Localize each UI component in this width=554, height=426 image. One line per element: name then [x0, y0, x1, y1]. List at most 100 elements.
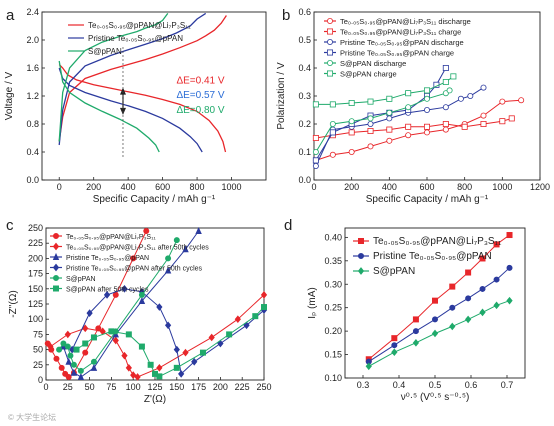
series-line-green-charge: [315, 75, 454, 105]
legend-entry: Pristine Te₀.₀₅S₀.₉₅@pPAN charge: [340, 49, 454, 58]
data-point-green-50: [226, 331, 233, 338]
data-point-red-discharge: [405, 132, 412, 139]
data-point-red-charge: [367, 127, 374, 134]
data-point-red-50: [112, 336, 119, 345]
y-tick-label: 0.35: [324, 256, 342, 266]
data-point-red-50: [260, 291, 268, 299]
data-point-blue-fresh: [90, 363, 98, 371]
data-point-red-discharge: [329, 151, 336, 158]
x-tick-label: 125: [147, 382, 162, 392]
data-point-green: [431, 329, 439, 338]
data-point-green-50: [260, 304, 267, 311]
data-point-green-fresh: [77, 367, 84, 374]
legend-marker: [53, 274, 60, 281]
legend-entry: Pristine Te₀.₀₅S₀.₉₅@pPAN discharge: [340, 38, 464, 47]
data-point-red-fresh: [143, 228, 150, 235]
y-tick-label: 0.4: [298, 63, 311, 73]
data-point-red-discharge: [499, 98, 506, 105]
data-point-green-discharge: [446, 87, 453, 94]
chart-d: 0.3 0.4 0.5 0.6 0.7 0.10 0.15 0.20 0.25 0.30 0.35 0…: [307, 227, 526, 403]
data-point-green: [493, 301, 500, 310]
data-point-blue-50: [86, 309, 93, 317]
data-point-red-charge: [423, 123, 430, 130]
data-point-red-discharge: [442, 126, 449, 133]
x-tick-label: 200: [213, 382, 228, 392]
data-point-red-50: [82, 324, 89, 333]
data-point-blue-fresh: [164, 266, 172, 274]
legend-marker: [326, 28, 333, 35]
data-point-green-charge: [450, 73, 457, 80]
x-tick-label: 0.3: [357, 380, 370, 390]
x-axis-label: Z'(Ω): [144, 394, 166, 405]
y-tick-label: 25: [33, 360, 43, 370]
data-point-red-50: [125, 364, 132, 372]
data-point-green-charge: [405, 90, 412, 97]
y-tick-label: 50: [33, 345, 43, 355]
data-point-red-charge: [480, 121, 487, 128]
y-tick-label: 0.6: [298, 7, 311, 17]
data-point-green-50: [82, 340, 89, 347]
x-tick-label: 0.4: [393, 380, 406, 390]
data-point-blue: [465, 295, 472, 302]
y-tick-label: 2.0: [26, 35, 39, 45]
legend-marker: [326, 60, 333, 67]
y-tick-label: 0.30: [324, 279, 342, 289]
data-point-red-50: [234, 315, 241, 324]
y-tick-label: 75: [33, 329, 43, 339]
data-point-green: [365, 362, 372, 371]
panel-label-b: b: [282, 7, 290, 24]
legend-entry: S@pPAN: [373, 266, 415, 277]
series-line-blue: [368, 267, 510, 363]
x-tick-label: 0: [43, 382, 48, 392]
data-point-red-fresh: [58, 364, 65, 371]
y-tick-label: 0.40: [324, 232, 342, 242]
legend-marker: [326, 39, 333, 46]
series-line-blue-charge: [315, 67, 447, 161]
y-tick-label: 0.5: [298, 35, 311, 45]
data-point-blue-discharge: [423, 107, 430, 114]
y-tick-label: 0.2: [298, 119, 311, 129]
data-point-red-fresh: [65, 373, 72, 380]
data-point-red-fresh: [130, 255, 137, 262]
legend-entry: Te₀.₀₅S₀.₉₅@pPAN@Li₇P₃S₁₁: [88, 21, 191, 30]
x-tick-label: 0.6: [465, 380, 478, 390]
data-point-green-fresh: [60, 340, 67, 347]
data-point-green-50: [125, 331, 132, 338]
data-point-red-50: [64, 330, 71, 339]
data-point-green-50: [108, 328, 115, 335]
y-tick-label: 1.2: [26, 91, 39, 101]
series-line-green-discharge: [58, 60, 160, 153]
data-point-green-fresh: [90, 358, 97, 365]
legend-entry: S@pPAN after 50th cycles: [66, 287, 149, 294]
series-line-red-charge: [58, 15, 227, 142]
data-point-green-discharge: [423, 95, 430, 102]
data-point-red-discharge: [423, 129, 430, 136]
data-point-blue-fresh: [182, 245, 189, 253]
data-point-red-discharge: [348, 148, 355, 155]
x-tick-label: 25: [63, 382, 73, 392]
data-point-red: [493, 241, 500, 248]
data-point-blue-discharge: [442, 104, 449, 111]
data-point-red: [479, 255, 486, 262]
legend-entry: S@pPAN discharge: [340, 59, 406, 68]
x-tick-label: 175: [191, 382, 206, 392]
data-point-red-discharge: [367, 143, 374, 150]
y-axis-label: Iₚ (mA): [307, 287, 318, 319]
data-point-blue-discharge: [386, 115, 393, 122]
data-point-green-fresh: [165, 255, 172, 262]
data-point-blue-50: [173, 345, 180, 354]
x-tick-label: 0: [311, 182, 316, 192]
data-point-green-fresh: [70, 361, 77, 368]
data-point-red: [506, 232, 513, 239]
data-point-green-50: [173, 364, 180, 371]
data-point-green-discharge: [329, 121, 336, 128]
data-point-red-50: [156, 364, 163, 372]
y-tick-label: 0.4: [26, 147, 39, 157]
y-tick-label: 0.20: [324, 326, 342, 336]
data-point-blue: [412, 328, 419, 335]
x-tick-label: 50: [85, 382, 95, 392]
series-line-green-50: [76, 306, 265, 377]
data-point-green-charge: [312, 101, 319, 108]
legend-marker: [326, 49, 333, 56]
data-point-green-fresh: [138, 291, 145, 298]
